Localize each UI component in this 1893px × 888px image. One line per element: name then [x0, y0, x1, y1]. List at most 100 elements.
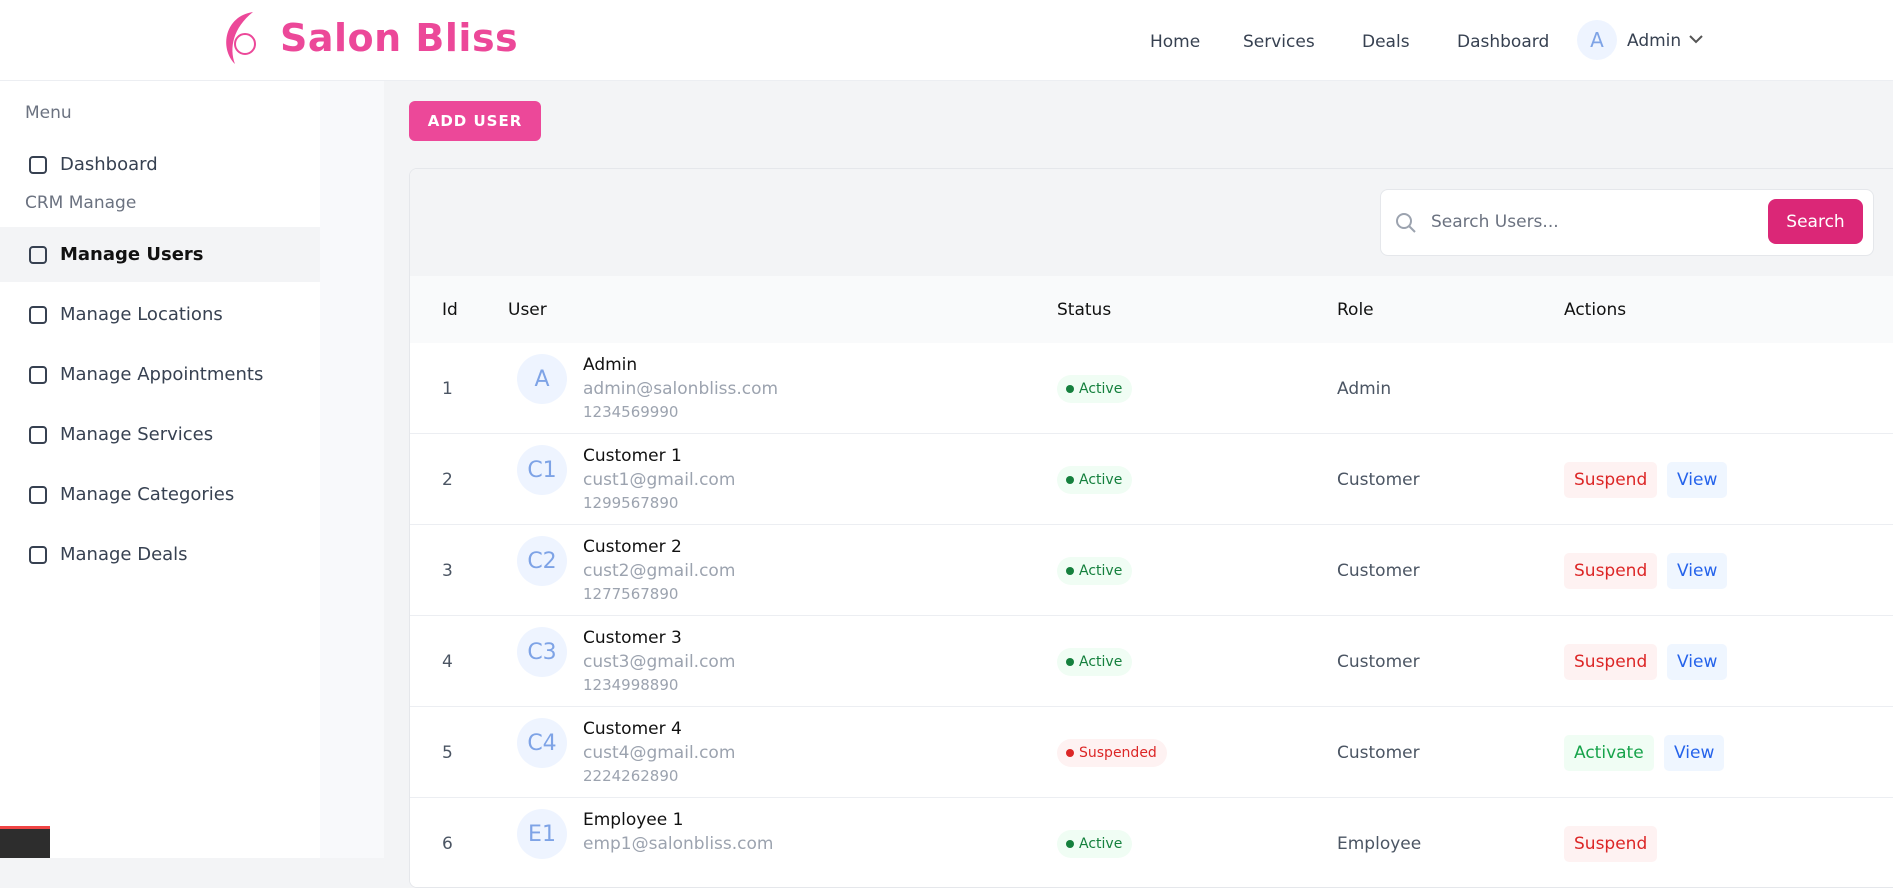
- user-name: Customer 4: [583, 719, 682, 739]
- column-header: Status: [1057, 300, 1112, 320]
- action-button[interactable]: View: [1667, 462, 1728, 498]
- status-badge: Active: [1057, 375, 1133, 403]
- debug-icon[interactable]: [0, 826, 50, 858]
- user-role: Customer: [1337, 561, 1420, 581]
- nav-link[interactable]: Dashboard: [1457, 32, 1550, 52]
- column-header: Id: [442, 300, 458, 320]
- brand[interactable]: Salon Bliss: [280, 16, 519, 60]
- menu-icon: [29, 155, 47, 174]
- menu-item[interactable]: Dashboard: [0, 137, 320, 192]
- menu-item[interactable]: Manage Categories: [0, 467, 320, 522]
- user-email: cust4@gmail.com: [583, 743, 736, 763]
- menu-icon: [29, 305, 47, 324]
- header: Salon Bliss A Admin Home Services Deals Das…: [0, 0, 1893, 81]
- menu-item[interactable]: Manage Services: [0, 407, 320, 462]
- user-id: 2: [442, 470, 453, 490]
- menu-item[interactable]: Manage Deals: [0, 527, 320, 582]
- sidebar: Menu Dashboard CRM Manage Manage Users Manag…: [0, 81, 320, 858]
- action-button[interactable]: Activate: [1564, 735, 1654, 771]
- table-row: 3 C2 Customer 2 cust2@gmail.com 1277567890 Ac…: [410, 525, 1893, 616]
- action-button[interactable]: Suspend: [1564, 826, 1658, 862]
- table-row: 4 C3 Customer 3 cust3@gmail.com 1234998890 Ac…: [410, 616, 1893, 707]
- menu-section: CRM Manage: [25, 193, 137, 213]
- chevron: [1689, 35, 1703, 44]
- column-header: User: [508, 300, 547, 320]
- menu-label[interactable]: Manage Appointments: [60, 364, 264, 385]
- user-id: 3: [442, 561, 453, 581]
- menu-label[interactable]: Dashboard: [60, 154, 158, 175]
- user-id: 6: [442, 834, 453, 854]
- menu-item[interactable]: Manage Locations: [0, 287, 320, 342]
- users-card: Search Users... Search Id User Status Role A…: [409, 168, 1893, 888]
- menu-icon: [29, 425, 47, 444]
- user-avatar: C4: [517, 718, 567, 768]
- menu-item[interactable]: Manage Users: [0, 227, 320, 282]
- user-email: cust3@gmail.com: [583, 652, 736, 672]
- logo: [226, 12, 256, 64]
- menu-label[interactable]: Manage Users: [60, 244, 204, 265]
- column-header: Role: [1337, 300, 1374, 320]
- user-name: Customer 1: [583, 446, 682, 466]
- add-user-button[interactable]: ADD USER: [409, 101, 541, 141]
- user-role: Customer: [1337, 652, 1420, 672]
- menu-icon: [29, 485, 47, 504]
- user-phone: 1234569990: [583, 403, 679, 421]
- search-button[interactable]: Search: [1768, 199, 1863, 244]
- menu-icon: [29, 365, 47, 384]
- menu-label[interactable]: Manage Categories: [60, 484, 235, 505]
- user-role: Customer: [1337, 743, 1420, 763]
- user-avatar: C3: [517, 627, 567, 677]
- menu-icon: [29, 545, 47, 564]
- user-email: cust1@gmail.com: [583, 470, 736, 490]
- menu-label[interactable]: Manage Services: [60, 424, 214, 445]
- nav-link[interactable]: Home: [1150, 32, 1201, 52]
- strip: [320, 81, 384, 858]
- menu-label[interactable]: Manage Deals: [60, 544, 188, 565]
- table-row: 2 C1 Customer 1 cust1@gmail.com 1299567890 Ac…: [410, 434, 1893, 525]
- user-id: 4: [442, 652, 453, 672]
- menu-item[interactable]: Manage Appointments: [0, 347, 320, 402]
- user-name: Customer 2: [583, 537, 682, 557]
- menu-section: Menu: [25, 103, 72, 123]
- status-badge: Active: [1057, 830, 1133, 858]
- user-phone: 1277567890: [583, 585, 679, 603]
- user-name[interactable]: Admin: [1627, 31, 1682, 51]
- user-role: Employee: [1337, 834, 1422, 854]
- search-placeholder[interactable]: Search Users...: [1431, 212, 1559, 232]
- user-avatar[interactable]: A: [1577, 20, 1617, 60]
- action-button[interactable]: Suspend: [1564, 553, 1658, 589]
- action-button[interactable]: Suspend: [1564, 462, 1658, 498]
- user-email: admin@salonbliss.com: [583, 379, 779, 399]
- status-badge: Active: [1057, 557, 1133, 585]
- card-toolbar: Search Users... Search: [410, 169, 1893, 276]
- nav-link[interactable]: Deals: [1362, 32, 1410, 52]
- nav-link[interactable]: Services: [1243, 32, 1315, 52]
- user-role: Customer: [1337, 470, 1420, 490]
- table-row: 6 E1 Employee 1 emp1@salonbliss.com Active Em…: [410, 798, 1893, 887]
- status-badge: Active: [1057, 648, 1133, 676]
- table-row: 5 C4 Customer 4 cust4@gmail.com 2224262890 Su…: [410, 707, 1893, 798]
- column-header: Actions: [1564, 300, 1627, 320]
- user-phone: 2224262890: [583, 767, 679, 785]
- status-badge: Active: [1057, 466, 1133, 494]
- search-box[interactable]: Search Users... Search: [1380, 189, 1874, 256]
- menu-icon: [29, 245, 47, 264]
- user-name: Employee 1: [583, 810, 684, 830]
- action-button[interactable]: Suspend: [1564, 644, 1658, 680]
- user-avatar: A: [517, 354, 567, 404]
- user-email: emp1@salonbliss.com: [583, 834, 774, 854]
- user-phone: 1299567890: [583, 494, 679, 512]
- user-name: Customer 3: [583, 628, 682, 648]
- action-button[interactable]: View: [1664, 735, 1725, 771]
- search-icon: [1396, 213, 1416, 233]
- action-button[interactable]: View: [1667, 553, 1728, 589]
- user-avatar: E1: [517, 809, 567, 859]
- status-badge: Suspended: [1057, 739, 1167, 767]
- menu-label[interactable]: Manage Locations: [60, 304, 223, 325]
- table-header: Id User Status Role Actions: [410, 276, 1893, 343]
- user-avatar: C1: [517, 445, 567, 495]
- table-row: 1 A Admin admin@salonbliss.com 1234569990 Act…: [410, 343, 1893, 434]
- action-button[interactable]: View: [1667, 644, 1728, 680]
- user-id: 5: [442, 743, 453, 763]
